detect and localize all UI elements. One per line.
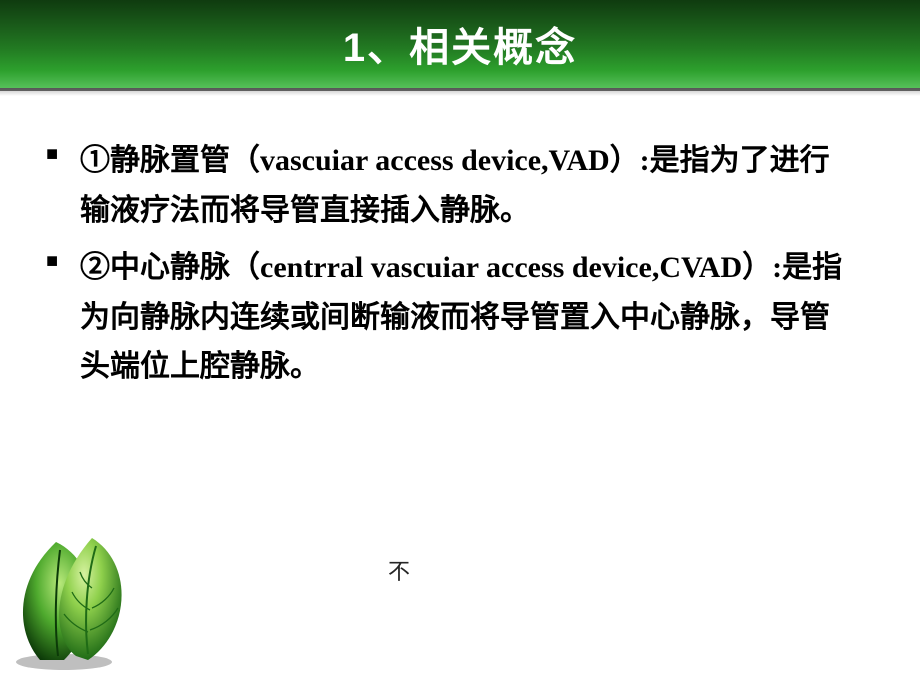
bullet-item: ①静脉置管（vascuiar access device,VAD）:是指为了进行… bbox=[80, 136, 856, 235]
leaf-icon bbox=[6, 522, 146, 672]
bullet-item: ②中心静脉（centrral vascuiar access device,CV… bbox=[80, 243, 856, 392]
footer-char: 不 bbox=[388, 554, 410, 586]
slide-title: 1、相关概念 bbox=[343, 15, 577, 73]
bullet-list: ①静脉置管（vascuiar access device,VAD）:是指为了进行… bbox=[80, 136, 856, 392]
slide: 1、相关概念 ①静脉置管（vascuiar access device,VAD）… bbox=[0, 0, 920, 690]
slide-header: 1、相关概念 bbox=[0, 0, 920, 88]
header-shadow bbox=[0, 88, 920, 96]
slide-body: ①静脉置管（vascuiar access device,VAD）:是指为了进行… bbox=[0, 88, 920, 392]
